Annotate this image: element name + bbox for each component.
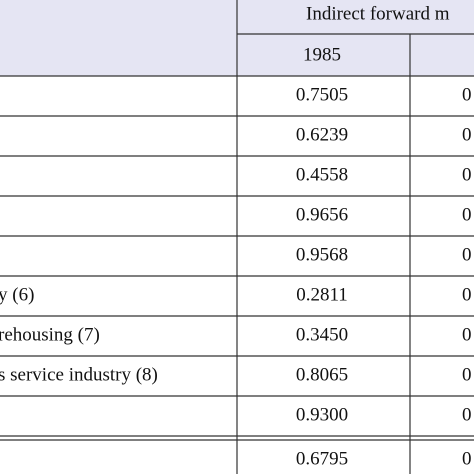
- cell-value: 0.9568: [296, 244, 348, 265]
- cell-value: 0.6795: [296, 448, 348, 469]
- cell-value: 0.8065: [296, 364, 348, 385]
- cell-value: 0: [462, 244, 472, 265]
- cell-value: 0.9656: [296, 204, 348, 225]
- cell-value: 0: [462, 364, 472, 385]
- row-label: rehousing (7): [0, 324, 100, 345]
- row-label: y (6): [0, 284, 34, 305]
- cell-value: 0.4558: [296, 164, 348, 185]
- cell-value: 0: [462, 84, 472, 105]
- cell-value: 0: [462, 324, 472, 345]
- cell-value: 0.9300: [296, 404, 348, 425]
- cell-value: 0: [462, 448, 472, 469]
- cell-value: 0: [462, 284, 472, 305]
- cell-value: 0: [462, 124, 472, 145]
- cell-value: 0.3450: [296, 324, 348, 345]
- cell-value: 0.6239: [296, 124, 348, 145]
- cell-value: 0.7505: [296, 84, 348, 105]
- row-label: s service industry (8): [0, 364, 158, 385]
- cell-value: 0.2811: [296, 284, 348, 305]
- year-header: 1985: [303, 44, 341, 65]
- cell-value: 0: [462, 164, 472, 185]
- cell-value: 0: [462, 404, 472, 425]
- header-title: Indirect forward m: [306, 3, 450, 24]
- cell-value: 0: [462, 204, 472, 225]
